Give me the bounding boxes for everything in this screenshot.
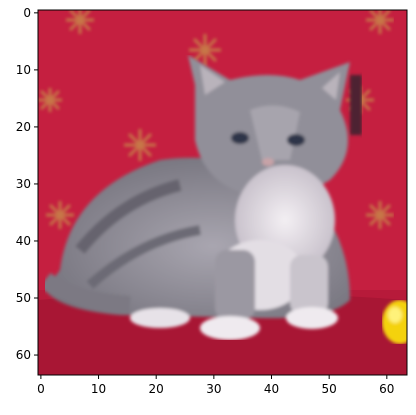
- x-tick-label: 60: [379, 382, 394, 396]
- y-tick-label: 10: [16, 63, 31, 77]
- y-tick-label: 30: [16, 177, 31, 191]
- x-tick-label: 30: [206, 382, 221, 396]
- image-panel: [38, 10, 407, 375]
- y-tick-label: 0: [23, 6, 31, 20]
- yellow-toy: [382, 300, 407, 344]
- x-tick-label: 20: [149, 382, 164, 396]
- y-tick-label: 40: [16, 234, 31, 248]
- kitten: [39, 55, 362, 340]
- x-tick-label: 50: [322, 382, 337, 396]
- y-axis: 0 10 20 30 40 50 60: [16, 6, 38, 362]
- y-tick-label: 60: [16, 348, 31, 362]
- y-tick-label: 50: [16, 291, 31, 305]
- y-tick-label: 20: [16, 120, 31, 134]
- x-tick-label: 0: [37, 382, 45, 396]
- axes-frame: [37, 9, 408, 376]
- x-tick-label: 10: [91, 382, 106, 396]
- x-tick-label: 40: [264, 382, 279, 396]
- x-axis: 0 10 20 30 40 50 60: [37, 375, 394, 396]
